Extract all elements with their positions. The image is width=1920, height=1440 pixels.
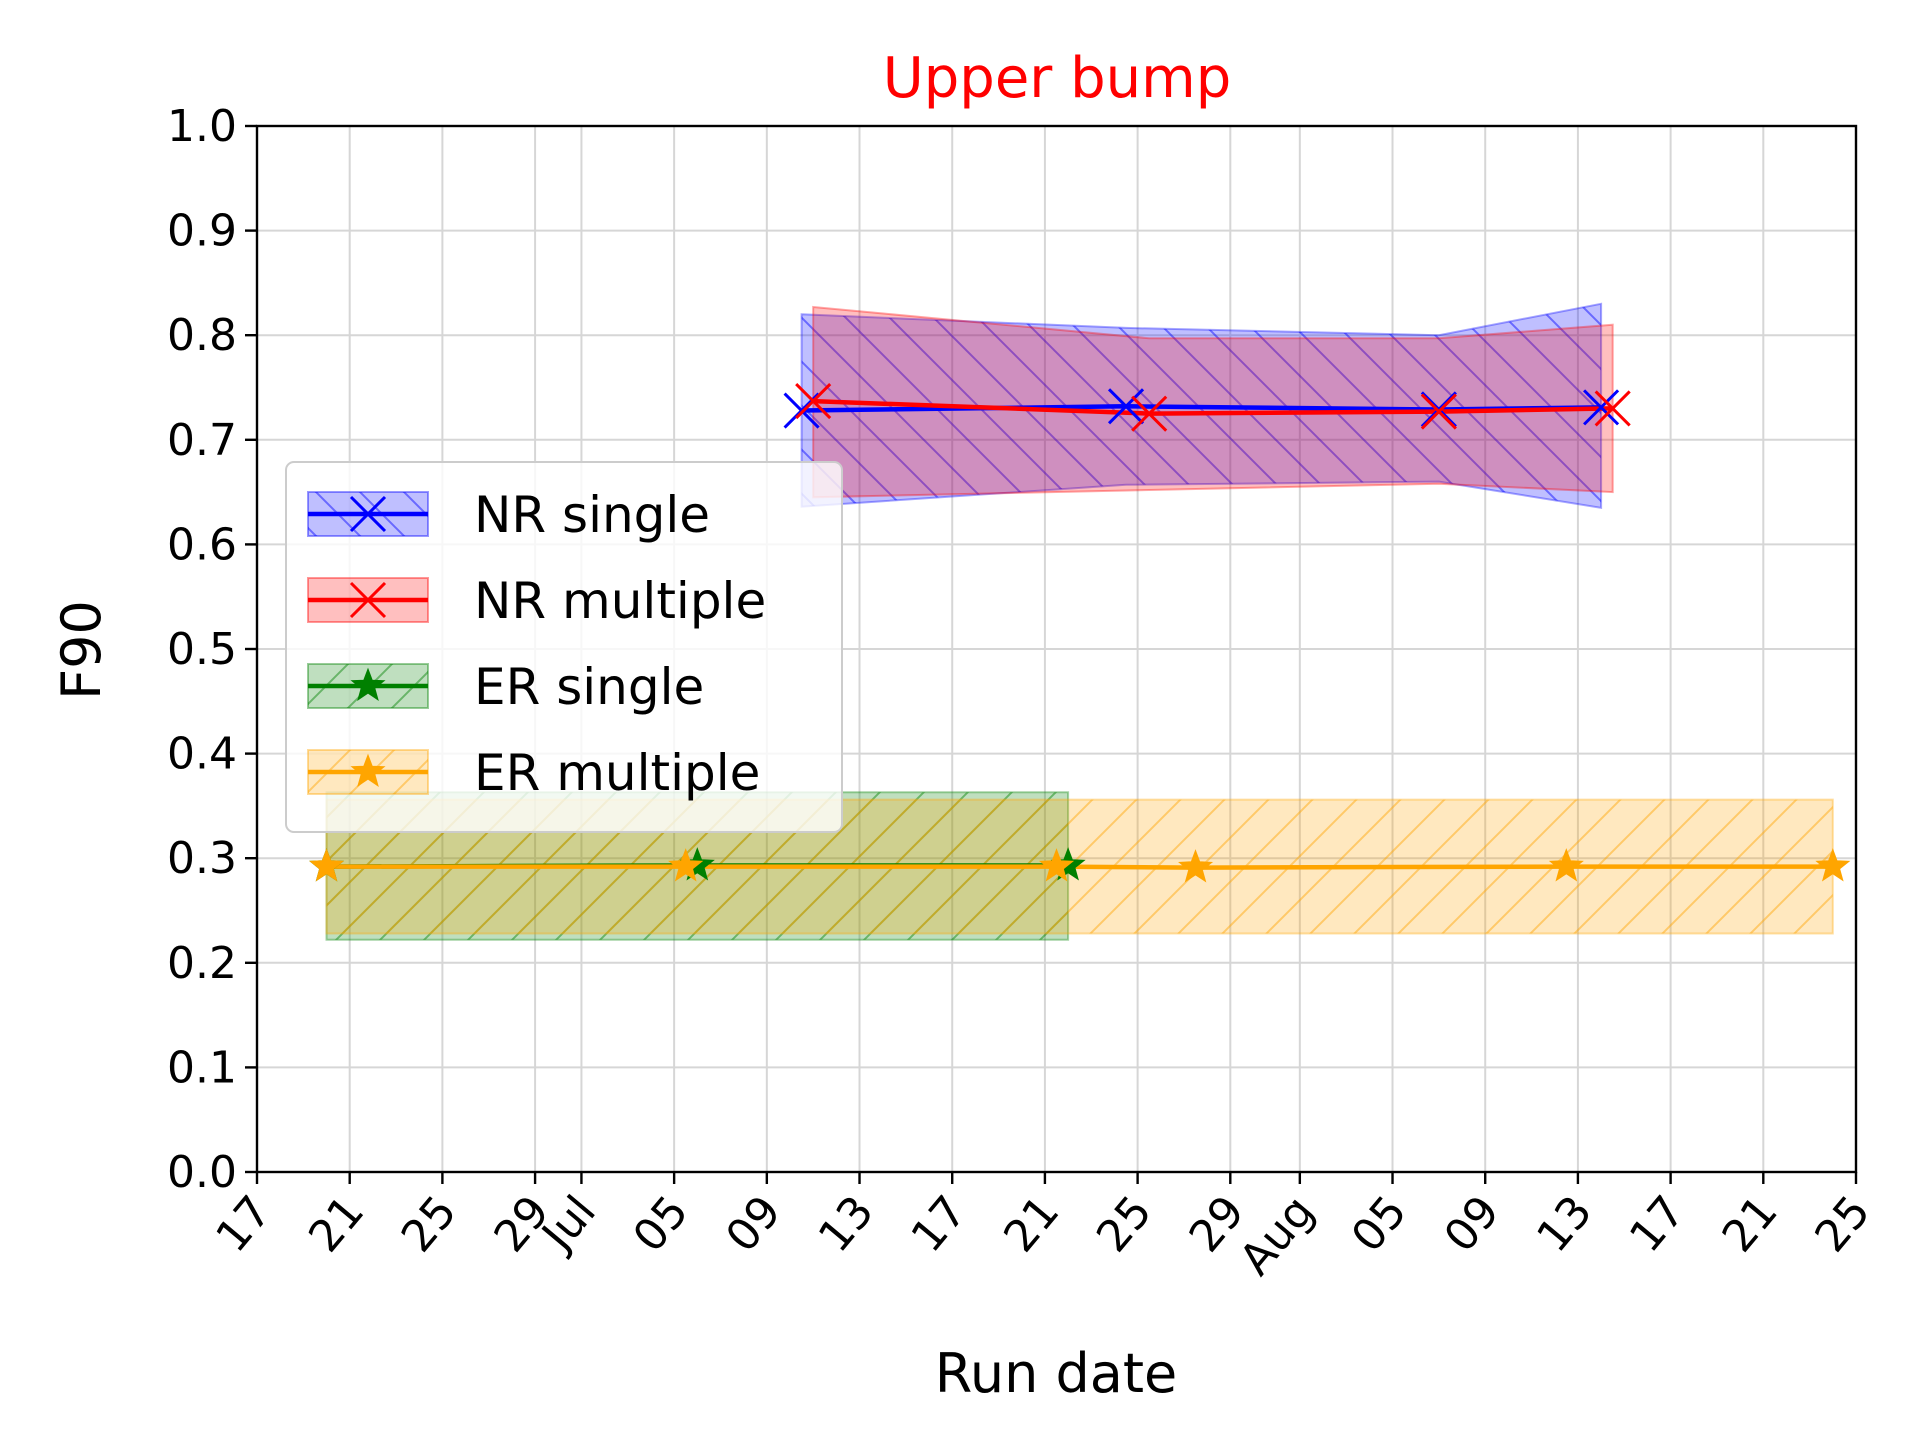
er-multiple-point <box>668 848 704 882</box>
nr-multiple-line <box>813 398 1613 416</box>
legend-marker <box>349 581 387 619</box>
y-tick-label: 0.0 <box>167 1147 237 1198</box>
x-axis-label: Run date <box>935 1342 1177 1405</box>
y-tick-label: 0.9 <box>167 206 237 257</box>
nr-multiple-point <box>1131 395 1168 432</box>
er-multiple-line <box>326 864 1833 870</box>
legend-label: NR single <box>474 486 710 544</box>
legend-box <box>285 461 843 833</box>
nr-single-point <box>1107 388 1145 425</box>
er-multiple-point <box>1815 848 1851 882</box>
er-multiple-point <box>1038 848 1075 882</box>
legend-entry-nr-single: NR single <box>307 486 710 544</box>
nr-multiple-point <box>1594 390 1631 427</box>
error-bands <box>325 302 1834 941</box>
y-tick-label: 0.5 <box>167 624 237 675</box>
y-tick-label: 0.2 <box>167 938 237 989</box>
legend-label: ER single <box>474 658 704 716</box>
legend-marker <box>350 667 386 701</box>
legend-entry-er-multiple: ER multiple <box>307 744 760 802</box>
nr-multiple-band <box>812 305 1614 499</box>
legend: NR single NR multiple ER single ER multiple <box>285 461 843 833</box>
nr-multiple-point <box>1420 393 1457 430</box>
nr-multiple-point <box>795 383 832 420</box>
y-axis-label: F90 <box>50 600 113 700</box>
y-tick-label: 0.4 <box>167 729 237 780</box>
nr-single-point <box>1583 389 1620 426</box>
er-multiple-point <box>309 848 345 882</box>
legend-entry-er-single: ER single <box>307 658 704 716</box>
y-axis: 0.0 0.1 0.2 0.3 0.4 0.5 0.6 0.7 0.8 0.9 1.0 <box>167 101 257 1198</box>
er-multiple-point <box>1178 849 1214 883</box>
y-tick-label: 1.0 <box>167 101 237 152</box>
y-tick-label: 0.8 <box>167 310 237 361</box>
legend-entry-nr-multiple: NR multiple <box>307 572 766 630</box>
legend-marker <box>349 495 387 533</box>
legend-label: NR multiple <box>474 572 766 630</box>
y-tick-label: 0.1 <box>167 1042 237 1093</box>
y-tick-label: 0.6 <box>167 519 237 570</box>
er-multiple-point <box>1548 848 1584 882</box>
y-tick-label: 0.7 <box>167 415 237 466</box>
chart-title: Upper bump <box>883 46 1232 111</box>
y-tick-label: 0.3 <box>167 833 237 884</box>
legend-marker <box>350 753 386 787</box>
legend-label: ER multiple <box>474 744 760 802</box>
series-markers <box>309 383 1851 883</box>
